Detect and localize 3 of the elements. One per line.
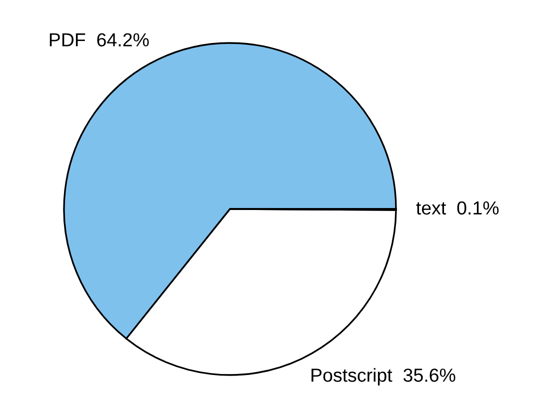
- slice-label: text 0.1%: [416, 201, 499, 215]
- slice-label: Postscript 35.6%: [312, 368, 456, 386]
- slice-label: PDF 64.2%: [50, 33, 149, 46]
